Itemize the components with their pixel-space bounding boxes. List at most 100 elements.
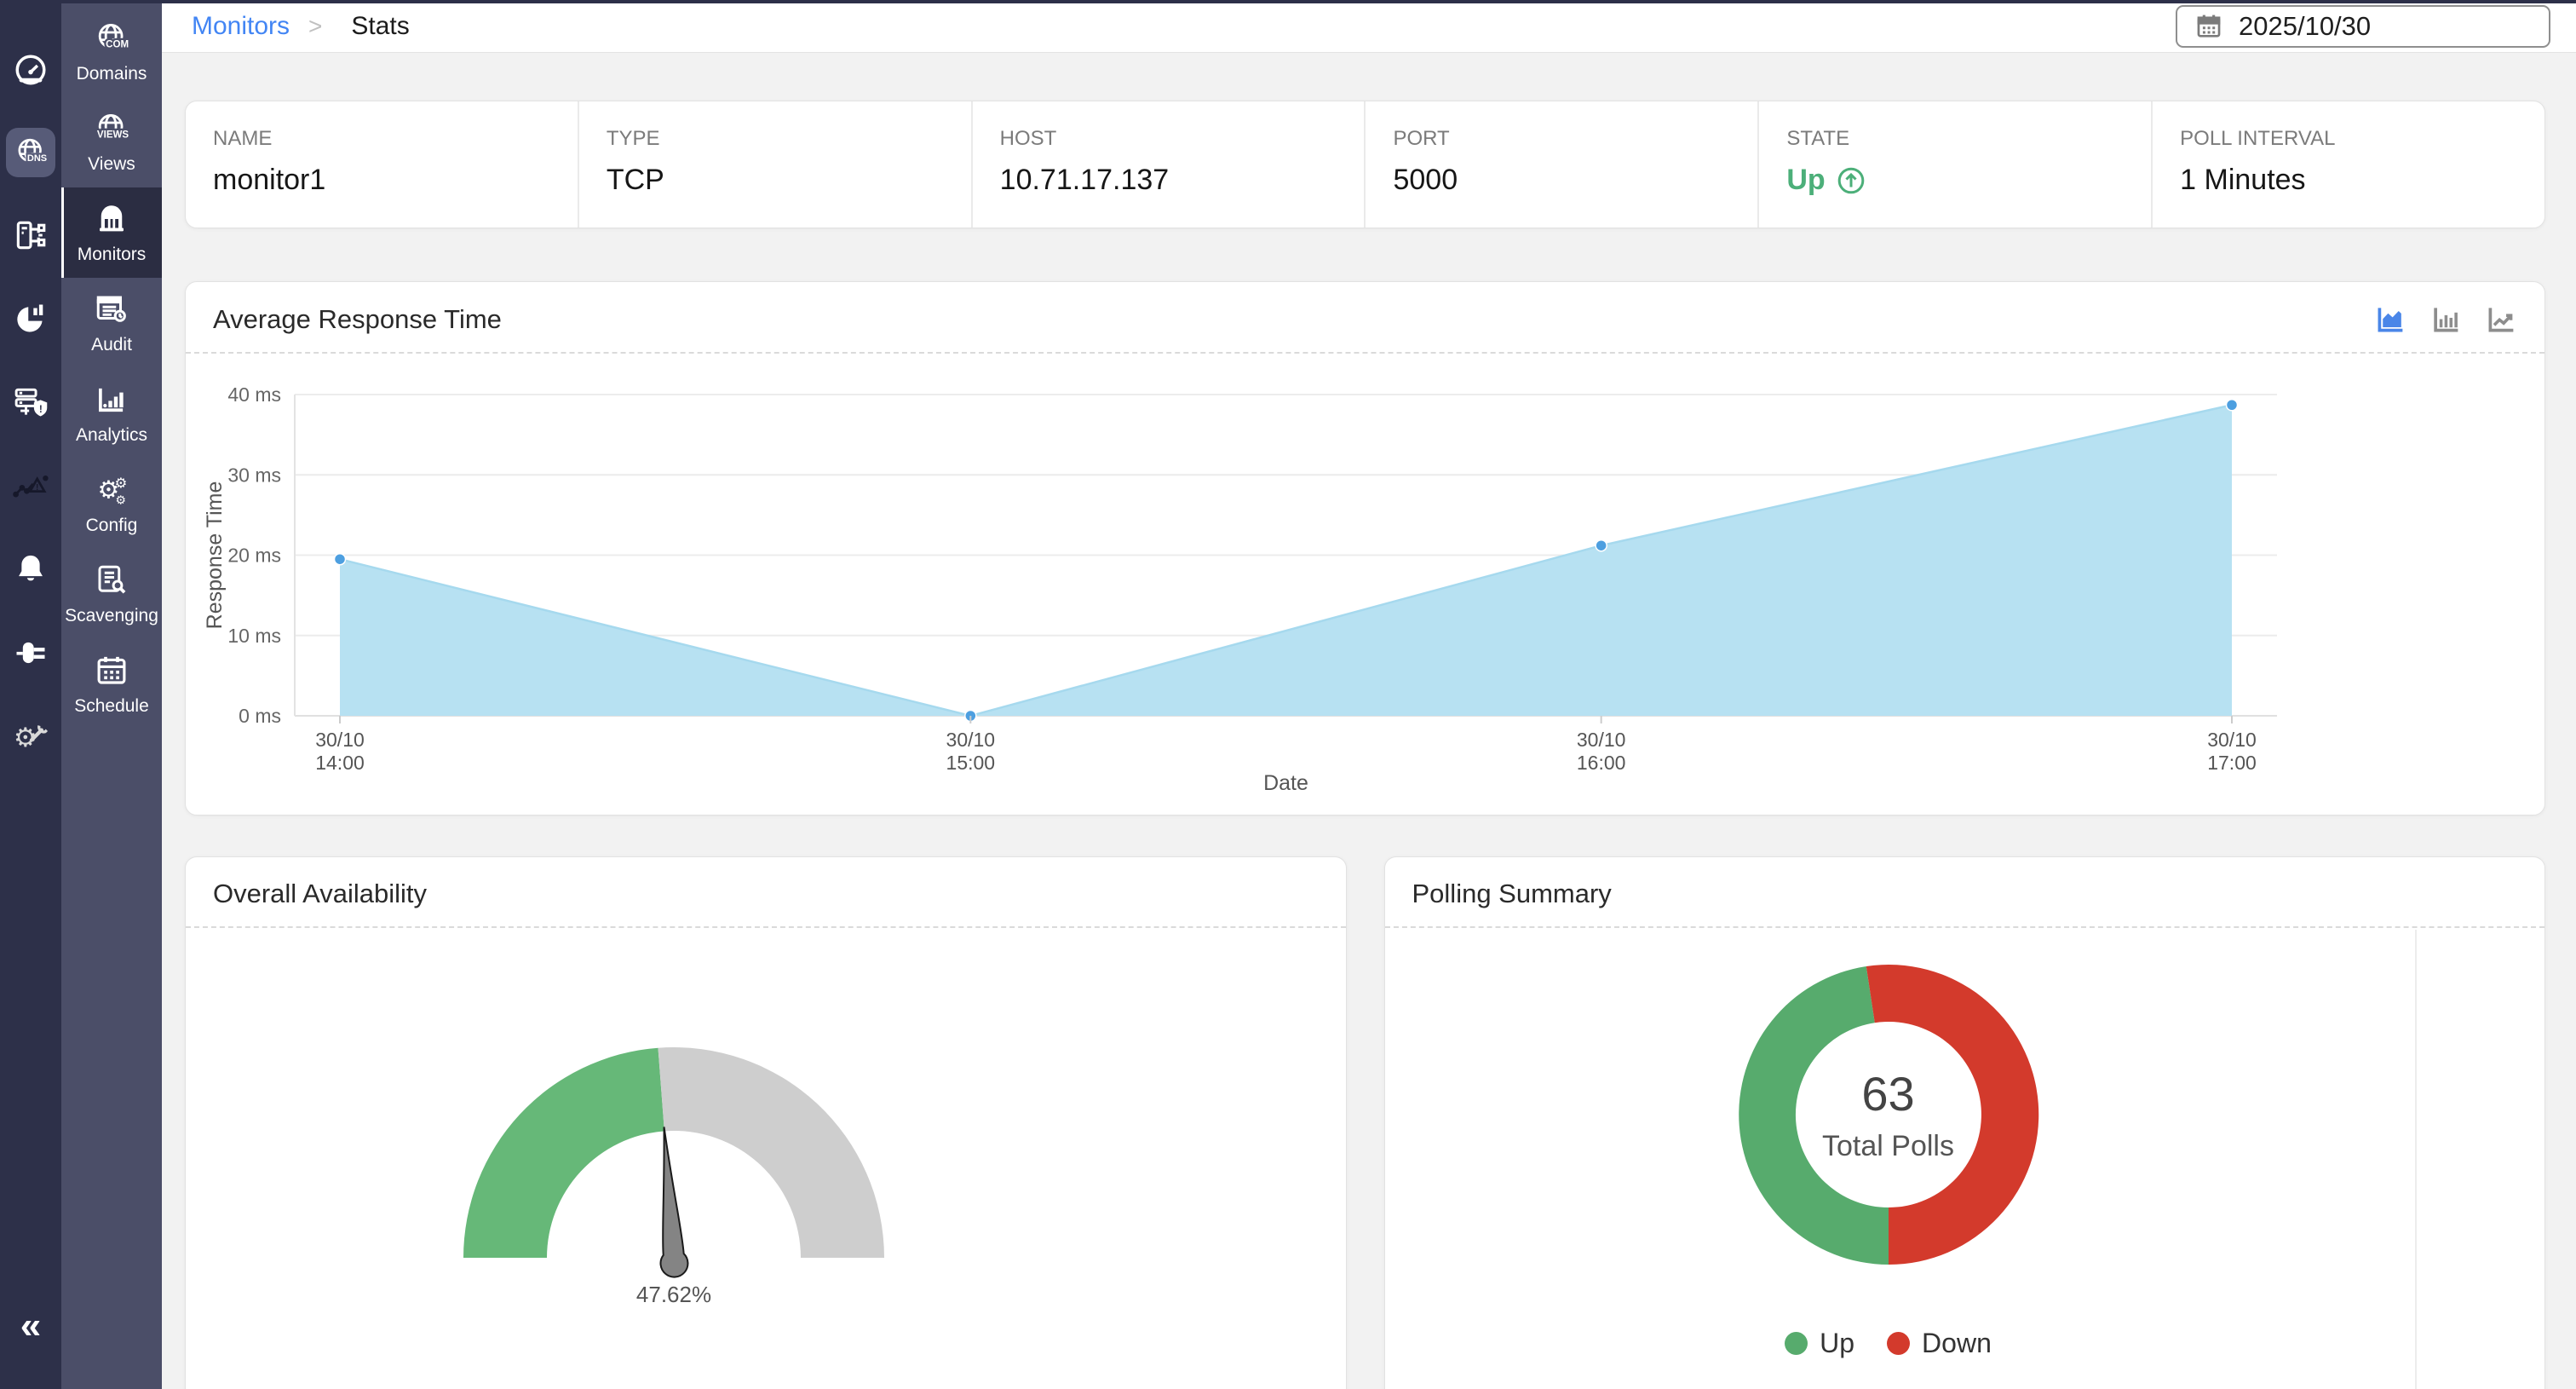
server-shield-icon[interactable]: ! <box>12 383 49 421</box>
response-time-title: Average Response Time <box>213 303 502 334</box>
svg-text:20 ms: 20 ms <box>227 545 281 567</box>
chart-area-divider <box>2415 930 2417 1389</box>
svg-text:0 ms: 0 ms <box>239 705 281 727</box>
breadcrumb-link-monitors[interactable]: Monitors <box>192 11 290 40</box>
svg-text:Response Time: Response Time <box>203 481 227 630</box>
info-field-label: TYPE <box>606 127 660 150</box>
sidebar-item-label: Monitors <box>77 244 147 264</box>
svg-text:!: ! <box>36 483 38 493</box>
sidebar-collapse-button[interactable]: « <box>20 1305 42 1346</box>
active-app-highlight[interactable]: DNS <box>6 128 55 177</box>
response-time-card: Average Response Time 0 ms 10 ms 20 ms 30 m… <box>185 281 2545 816</box>
svg-text:30 ms: 30 ms <box>227 464 281 486</box>
sidebar-item-monitors[interactable]: Monitors <box>61 187 162 278</box>
legend-label: Up <box>1820 1328 1855 1358</box>
sidebar-item-analytics[interactable]: Analytics <box>61 368 162 458</box>
sidebar-item-audit[interactable]: Audit <box>61 278 162 368</box>
info-field-value: monitor1 <box>213 164 326 196</box>
sidebar-item-label: Config <box>85 515 138 535</box>
plug-icon[interactable] <box>12 634 49 671</box>
info-field-value: 10.71.17.137 <box>999 164 1170 196</box>
date-picker[interactable]: 2025/10/30 <box>2176 4 2550 48</box>
chart-type-toolbar <box>2375 303 2517 335</box>
sidebar-item-schedule[interactable]: Schedule <box>61 639 162 729</box>
scavenging-icon <box>94 562 129 598</box>
svg-text:COM: COM <box>106 39 129 49</box>
info-field-value: 1 Minutes <box>2180 164 2306 196</box>
info-field-state: STATE Up <box>1757 101 2151 228</box>
pie-chart-icon[interactable] <box>12 300 49 337</box>
server-tree-icon[interactable] <box>12 216 49 254</box>
bar-chart-icon[interactable] <box>2430 303 2462 335</box>
schedule-icon <box>94 653 129 689</box>
window-top-edge <box>0 0 2576 3</box>
bell-icon[interactable] <box>12 550 49 588</box>
sidebar-item-domains[interactable]: COM Domains <box>61 7 162 97</box>
info-field-type: TYPE TCP <box>577 101 971 228</box>
svg-text:16:00: 16:00 <box>1577 752 1626 774</box>
polling-title: Polling Summary <box>1412 879 1612 908</box>
polling-card-header: Polling Summary <box>1384 857 2544 928</box>
svg-text:⚙: ⚙ <box>115 493 126 506</box>
svg-text:Date: Date <box>1263 771 1308 795</box>
dns-app-icon: DNS <box>14 135 48 170</box>
date-picker-value: 2025/10/30 <box>2239 10 2372 41</box>
gear-wrench-icon[interactable]: ⚙ <box>12 718 49 755</box>
availability-card: Overall Availability 47.62% <box>185 856 1347 1389</box>
info-field-port: PORT 5000 <box>1364 101 1757 228</box>
top-header: Monitors > Stats 2025/10/30 <box>162 0 2576 53</box>
svg-text:14:00: 14:00 <box>315 752 365 774</box>
info-field-label: NAME <box>213 127 273 150</box>
polling-summary-card: Polling Summary 63 Total Polls Up Down <box>1383 856 2545 1389</box>
polling-donut-chart <box>1738 965 2038 1265</box>
sidebar-item-label: Analytics <box>75 424 148 445</box>
availability-gauge-chart: 47.62% <box>463 1047 884 1307</box>
info-field-label: POLL INTERVAL <box>2180 127 2336 150</box>
sidebar-item-scavenging[interactable]: Scavenging <box>61 549 162 639</box>
svg-text:⚙: ⚙ <box>97 476 119 504</box>
polling-legend: Up Down <box>1693 1328 2084 1359</box>
svg-text:DNS: DNS <box>27 153 47 164</box>
sidebar-menu: COM Domains VIEWS Views Monitors Audit Analyti… <box>61 0 162 1389</box>
domains-globe-icon: COM <box>94 20 130 56</box>
svg-text:30/10: 30/10 <box>315 729 365 751</box>
svg-text:30/10: 30/10 <box>946 729 996 751</box>
svg-text:!: ! <box>39 403 43 415</box>
area-chart-icon[interactable] <box>2375 303 2406 335</box>
calendar-icon <box>2194 12 2223 41</box>
svg-text:47.62%: 47.62% <box>636 1282 711 1307</box>
info-field-label: STATE <box>1786 127 1850 150</box>
info-field-label: PORT <box>1393 127 1450 150</box>
svg-text:VIEWS: VIEWS <box>97 130 129 140</box>
svg-text:10 ms: 10 ms <box>227 625 281 647</box>
info-field-host: HOST 10.71.17.137 <box>970 101 1365 228</box>
info-field-value: Up <box>1786 164 2151 197</box>
availability-card-header: Overall Availability <box>186 857 1346 928</box>
speedometer-icon[interactable] <box>12 51 49 89</box>
info-field-poll-interval: POLL INTERVAL 1 Minutes <box>2151 101 2544 228</box>
sidebar-item-config[interactable]: ⚙ ⚙ ⚙ Config <box>61 458 162 549</box>
svg-text:17:00: 17:00 <box>2207 752 2257 774</box>
legend-item-up[interactable]: Up <box>1785 1328 1854 1359</box>
page-content: NAME monitor1 TYPE TCP HOST 10.71.17.137 PORT 5… <box>162 53 2576 1389</box>
line-chart-icon[interactable] <box>2486 303 2517 335</box>
up-circle-icon <box>1836 165 1866 196</box>
legend-label: Down <box>1922 1328 1992 1358</box>
legend-item-down[interactable]: Down <box>1887 1328 1992 1359</box>
breadcrumb-current: Stats <box>351 11 410 40</box>
monitor-info-card: NAME monitor1 TYPE TCP HOST 10.71.17.137 PORT 5… <box>185 101 2545 228</box>
sidebar-item-views[interactable]: VIEWS Views <box>61 97 162 187</box>
views-globe-icon: VIEWS <box>94 111 131 147</box>
icon-rail: DNS!! ⚙ « <box>0 0 61 1389</box>
chart-warning-icon[interactable]: ! <box>12 467 49 504</box>
sidebar-item-label: Audit <box>91 334 132 354</box>
sidebar-item-label: Views <box>88 153 135 174</box>
legend-dot <box>1785 1332 1808 1355</box>
monitors-icon <box>94 201 129 237</box>
sidebar-item-label: Schedule <box>74 695 149 716</box>
svg-text:40 ms: 40 ms <box>227 383 281 406</box>
response-time-card-header: Average Response Time <box>186 282 2544 354</box>
sidebar-item-label: Domains <box>76 63 147 84</box>
sidebar-item-label: Scavenging <box>65 605 158 625</box>
